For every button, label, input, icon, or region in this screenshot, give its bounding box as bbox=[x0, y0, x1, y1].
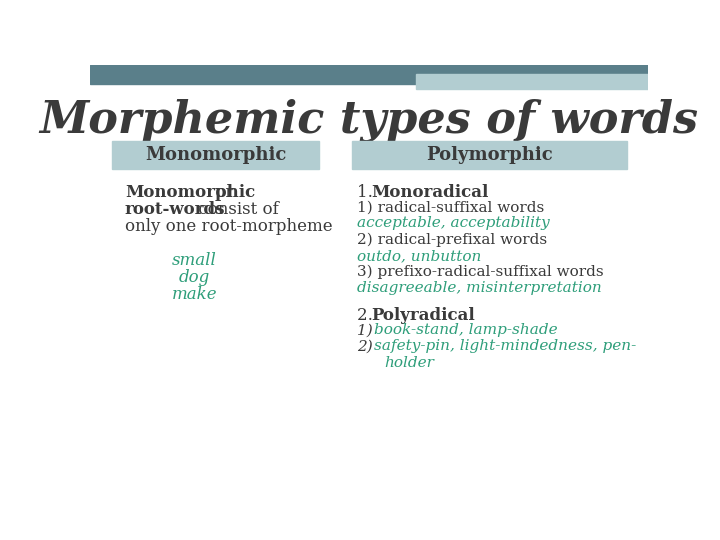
Text: Monomorphic: Monomorphic bbox=[145, 146, 287, 164]
Text: safety-pin, light-mindedness, pen-: safety-pin, light-mindedness, pen- bbox=[374, 339, 636, 353]
Bar bbox=[415, 74, 648, 90]
Text: 1): 1) bbox=[357, 323, 378, 337]
Text: outdo, unbutton: outdo, unbutton bbox=[357, 249, 482, 263]
Text: Polymorphic: Polymorphic bbox=[426, 146, 553, 164]
Text: Morphemic types of words: Morphemic types of words bbox=[40, 98, 698, 142]
Text: or: or bbox=[210, 184, 233, 201]
Text: 1) radical-suffixal words: 1) radical-suffixal words bbox=[357, 200, 544, 214]
Text: acceptable, acceptability: acceptable, acceptability bbox=[357, 217, 550, 231]
Text: root-words: root-words bbox=[125, 201, 225, 218]
Text: holder: holder bbox=[384, 355, 434, 369]
Text: Monomorphic: Monomorphic bbox=[125, 184, 255, 201]
Bar bbox=[112, 141, 320, 168]
Text: book-stand, lamp-shade: book-stand, lamp-shade bbox=[374, 323, 557, 337]
Bar bbox=[352, 141, 627, 168]
Text: 1.: 1. bbox=[357, 184, 379, 201]
Bar bbox=[90, 65, 648, 84]
Text: 2): 2) bbox=[357, 339, 378, 353]
Text: small: small bbox=[172, 252, 217, 269]
Text: Monoradical: Monoradical bbox=[372, 184, 489, 201]
Text: consist of: consist of bbox=[193, 201, 279, 218]
Text: only one root-morpheme: only one root-morpheme bbox=[125, 218, 333, 235]
Text: 2) radical-prefixal words: 2) radical-prefixal words bbox=[357, 233, 547, 247]
Text: dog: dog bbox=[179, 269, 210, 286]
Text: make: make bbox=[172, 286, 217, 303]
Text: Polyradical: Polyradical bbox=[372, 307, 475, 324]
Text: 3) prefixo-radical-suffixal words: 3) prefixo-radical-suffixal words bbox=[357, 265, 604, 279]
Text: disagreeable, misinterpretation: disagreeable, misinterpretation bbox=[357, 281, 602, 295]
Text: 2.: 2. bbox=[357, 307, 379, 324]
